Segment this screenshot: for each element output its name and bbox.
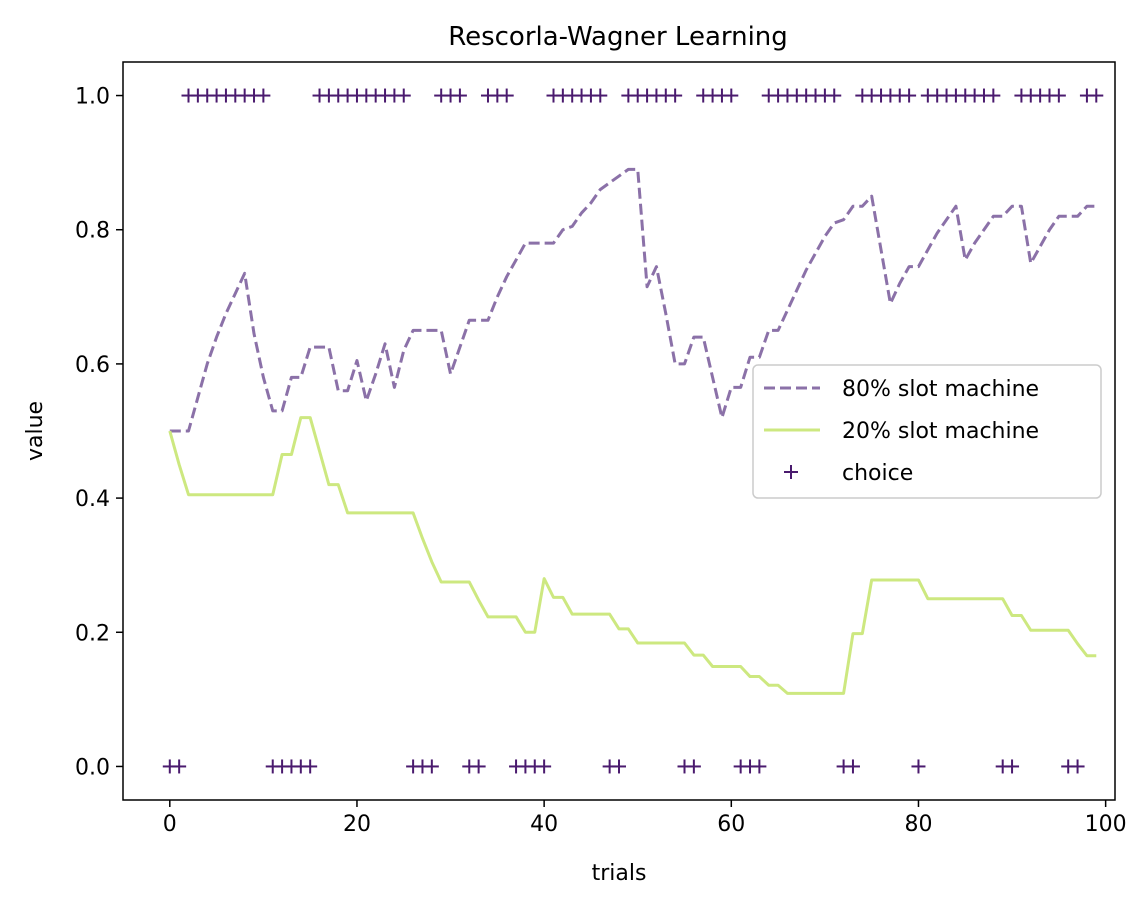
choice-marker	[303, 759, 318, 774]
choice-marker	[752, 759, 767, 774]
choice-marker	[256, 88, 271, 103]
choice-marker	[424, 759, 439, 774]
y-tick-label: 0.6	[75, 353, 110, 378]
choice-marker	[499, 88, 514, 103]
y-axis: 0.0 0.2 0.4 0.6 0.8 1.0	[75, 85, 123, 780]
choice-marker	[1070, 759, 1085, 774]
y-tick-label: 1.0	[75, 85, 110, 110]
choice-marker	[686, 759, 701, 774]
legend-box	[752, 364, 1102, 499]
choice-marker	[452, 88, 467, 103]
x-tick-label: 60	[717, 812, 745, 837]
choice-marker	[1051, 88, 1066, 103]
y-tick-label: 0.8	[75, 219, 110, 244]
choice-marker	[593, 88, 608, 103]
series-line-20pct	[168, 416, 1097, 695]
choice-marker	[1005, 759, 1020, 774]
choice-marker	[471, 759, 486, 774]
choice-marker	[1089, 88, 1104, 103]
x-tick-label: 100	[1085, 812, 1127, 837]
choice-marker	[172, 759, 187, 774]
chart-title: Rescorla-Wagner Learning	[448, 22, 788, 52]
choice-marker	[827, 88, 842, 103]
legend-entry-label: 80% slot machine	[842, 377, 1039, 402]
series-line-80pct	[169, 167, 1097, 433]
x-tick-label: 40	[530, 812, 558, 837]
y-tick-label: 0.0	[75, 755, 110, 780]
legend-choice-marker	[784, 465, 798, 479]
x-axis-label: trials	[592, 861, 647, 886]
legend-entry-label: 20% slot machine	[842, 419, 1039, 444]
legend-entry-label: choice	[842, 461, 913, 486]
choice-marker	[537, 759, 552, 774]
choice-marker	[724, 88, 739, 103]
choice-marker	[986, 88, 1001, 103]
legend: 80% slot machine 20% slot machine choice	[752, 364, 1102, 499]
x-tick-label: 80	[904, 812, 932, 837]
y-tick-label: 0.4	[75, 487, 110, 512]
x-axis: 0 20 40 60 80 100	[163, 800, 1127, 837]
plot-area	[162, 88, 1104, 774]
y-axis-label: value	[23, 401, 48, 461]
choice-marker	[911, 759, 926, 774]
y-tick-label: 0.2	[75, 621, 110, 646]
choice-marker	[902, 88, 917, 103]
choice-marker	[612, 759, 626, 774]
choice-marker	[668, 88, 683, 103]
x-tick-label: 0	[163, 812, 177, 837]
axes-frame	[122, 61, 1116, 801]
choice-marker	[396, 88, 411, 103]
choice-marker	[845, 759, 860, 774]
x-tick-label: 20	[343, 812, 371, 837]
